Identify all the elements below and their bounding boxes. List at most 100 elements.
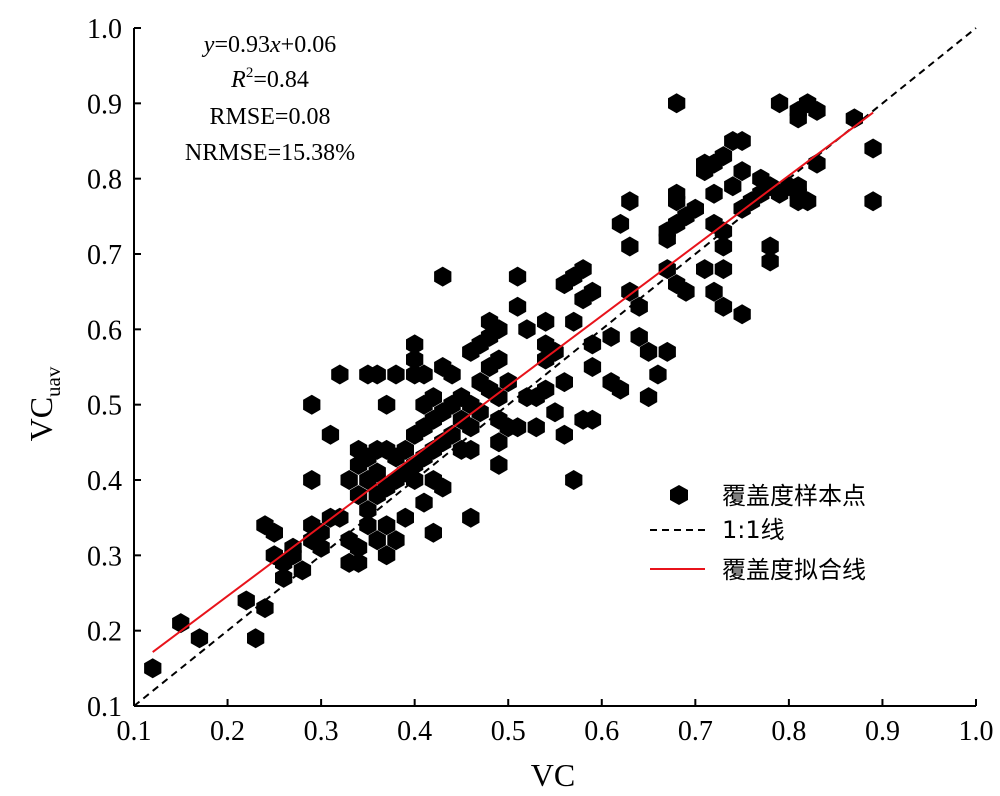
r2-text: R2=0.84 <box>230 65 309 93</box>
data-point <box>583 281 602 302</box>
data-point <box>490 319 508 340</box>
legend-label-one-to-one: 1:1线 <box>722 516 785 544</box>
data-point <box>312 522 330 543</box>
data-point <box>424 387 442 408</box>
data-point <box>714 146 733 167</box>
data-point <box>714 259 733 280</box>
data-point <box>677 281 695 302</box>
data-point <box>770 93 789 114</box>
y-tick-label: 0.4 <box>87 466 122 497</box>
data-point <box>798 191 817 212</box>
data-point <box>705 281 723 302</box>
data-point <box>621 236 639 257</box>
y-tick-label: 0.1 <box>87 692 122 723</box>
data-point <box>864 138 882 159</box>
data-point <box>434 266 452 287</box>
data-point <box>377 394 396 415</box>
nrmse-text: NRMSE=15.38% <box>185 140 355 166</box>
data-point <box>668 183 686 204</box>
equation-slope: =0.93 <box>214 32 270 58</box>
data-point <box>508 417 527 438</box>
data-point <box>733 131 751 151</box>
data-point <box>705 183 723 204</box>
data-point <box>190 628 209 649</box>
data-point <box>359 515 377 536</box>
data-point <box>490 432 508 453</box>
data-point <box>340 470 358 490</box>
data-point <box>537 379 555 400</box>
legend-label-samples: 覆盖度样本点 <box>722 482 866 510</box>
data-point <box>602 326 620 347</box>
data-point <box>303 470 321 490</box>
data-point <box>724 176 742 197</box>
data-point <box>415 492 433 513</box>
y-tick-label: 0.5 <box>87 391 122 422</box>
data-point <box>462 439 480 460</box>
data-point <box>658 341 676 362</box>
x-axis-title: VC <box>531 757 575 793</box>
legend: 覆盖度样本点 1:1线 覆盖度拟合线 <box>650 482 866 584</box>
data-point <box>406 334 424 355</box>
data-point <box>490 387 508 408</box>
x-tick-label: 0.6 <box>584 716 619 747</box>
data-point <box>565 311 583 332</box>
data-point <box>331 364 349 385</box>
data-point <box>443 424 461 445</box>
data-point <box>256 598 274 619</box>
data-point <box>686 198 704 219</box>
data-point <box>668 93 686 114</box>
equation-intercept: +0.06 <box>281 32 337 58</box>
data-point <box>639 341 658 362</box>
plot-layer <box>133 27 977 707</box>
data-point <box>733 304 751 325</box>
x-tick-label: 0.4 <box>397 716 432 747</box>
y-tick-label: 1.0 <box>87 14 122 45</box>
data-point <box>630 296 648 317</box>
x-tick-label: 0.5 <box>491 716 526 747</box>
data-point <box>714 296 733 317</box>
data-point <box>396 439 414 460</box>
data-point <box>387 530 405 551</box>
data-point <box>621 281 639 302</box>
data-point <box>555 372 573 393</box>
equation-x-symbol: x <box>269 32 281 58</box>
data-point <box>303 394 321 415</box>
r2-superscript: 2 <box>246 65 254 81</box>
legend-marker-hexagon <box>670 485 688 505</box>
x-tick-label: 0.2 <box>210 716 245 747</box>
fit-line <box>152 111 874 653</box>
data-point <box>565 470 583 490</box>
data-point <box>443 364 461 385</box>
r2-symbol: R <box>230 67 246 93</box>
x-tick-label: 0.3 <box>304 716 339 747</box>
data-point <box>265 522 283 543</box>
data-point <box>621 191 639 212</box>
y-tick-label: 0.7 <box>87 240 122 271</box>
data-point <box>247 628 265 649</box>
data-point <box>555 424 573 445</box>
stats-annotation: y=0.93x+0.06 R2=0.84 RMSE=0.08 NRMSE=15.… <box>185 32 355 166</box>
data-point <box>630 326 648 347</box>
r2-value: =0.84 <box>253 67 309 93</box>
data-point <box>546 402 564 423</box>
data-point <box>583 409 602 430</box>
data-point <box>396 507 414 528</box>
data-point <box>574 259 592 280</box>
data-point <box>462 507 480 528</box>
y-tick-label: 0.3 <box>87 541 122 572</box>
y-axis-title-main: VC <box>23 397 59 441</box>
data-point <box>377 545 396 566</box>
data-point <box>144 658 162 679</box>
data-point <box>583 357 602 377</box>
data-point <box>349 537 368 558</box>
data-point <box>649 364 667 385</box>
data-point <box>406 349 424 370</box>
data-point <box>424 522 442 543</box>
data-point <box>434 477 452 498</box>
x-tick-label: 0.9 <box>865 716 900 747</box>
equation-text: y=0.93x+0.06 <box>202 32 336 58</box>
legend-label-fit: 覆盖度拟合线 <box>722 556 866 584</box>
data-point <box>368 462 386 483</box>
